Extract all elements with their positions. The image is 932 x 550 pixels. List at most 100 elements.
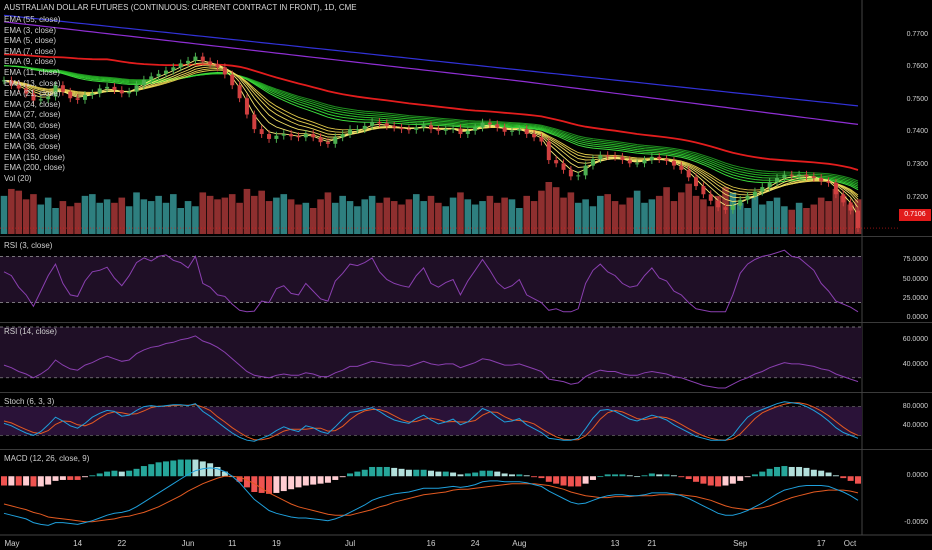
macd-histogram-bar: [678, 476, 685, 478]
volume-bar: [714, 195, 722, 234]
candle-body: [642, 160, 647, 164]
macd-histogram-bar: [508, 474, 515, 477]
volume-bar: [96, 202, 104, 234]
x-tick-label: 22: [117, 539, 127, 548]
legend-entry: Vol (20): [4, 173, 32, 183]
ema36-line: [3, 65, 859, 182]
volume-bar: [383, 197, 391, 234]
macd-histogram-bar: [670, 475, 677, 477]
macd-histogram-bar: [236, 476, 243, 482]
macd-histogram-bar: [258, 476, 265, 493]
candle-body: [222, 67, 227, 75]
stoch-tick-label: 80.0000: [902, 402, 928, 410]
x-tick-label: 13: [610, 539, 620, 548]
macd-histogram-bar: [118, 471, 125, 477]
macd-histogram-bar: [140, 466, 147, 477]
candle-body: [200, 56, 205, 62]
price-tick-label: 0.7700: [906, 30, 928, 38]
candle-body: [230, 74, 235, 86]
volume-bar: [427, 195, 435, 234]
macd-histogram-bar: [148, 464, 155, 477]
candle-body: [635, 163, 640, 165]
macd-histogram-bar: [464, 473, 471, 477]
macd-histogram-bar: [273, 476, 280, 493]
macd-histogram-bar: [45, 476, 52, 485]
candle-body: [701, 186, 706, 195]
candle-body: [112, 86, 117, 91]
macd-histogram-bar: [155, 462, 162, 477]
macd-histogram-bar: [280, 476, 287, 492]
candle-body: [583, 165, 588, 176]
volume-bar: [648, 199, 656, 234]
legend-entry: EMA (13, close): [4, 78, 61, 88]
macd-histogram-bar: [729, 476, 736, 484]
macd-histogram-bar: [545, 476, 552, 482]
volume-bar: [655, 195, 663, 234]
legend-entry: EMA (150, close): [4, 152, 65, 162]
ema7-line: [3, 64, 859, 203]
volume-bar: [832, 188, 840, 234]
volume-bar: [442, 206, 450, 234]
volume-bar: [751, 195, 759, 234]
macd-histogram-bar: [398, 468, 405, 477]
candle-body: [296, 136, 301, 138]
candle-body: [370, 122, 375, 126]
volume-bar: [405, 199, 413, 234]
rsi3-band: [0, 256, 862, 303]
candle-body: [90, 93, 95, 95]
volume-bar: [641, 202, 648, 234]
macd-histogram-bar: [177, 459, 184, 477]
legend-entry: EMA (55, close): [4, 15, 61, 24]
candle-body: [576, 175, 581, 177]
candle-body: [760, 187, 765, 192]
candle-body: [738, 199, 743, 206]
macd-histogram-bar: [52, 476, 59, 481]
macd-histogram-bar: [597, 476, 604, 478]
candle-body: [134, 85, 139, 92]
rsi3-line: [3, 249, 859, 313]
candle-body: [406, 129, 411, 131]
volume-bar: [339, 195, 346, 234]
price-tick-label: 0.7500: [906, 95, 928, 103]
volume-bar: [0, 195, 8, 234]
macd-histogram-bar: [221, 471, 228, 477]
x-tick-label: 17: [816, 539, 826, 548]
volume-bar: [530, 201, 538, 234]
macd-histogram-bar: [523, 475, 530, 477]
volume-bar: [486, 195, 494, 234]
volume-bar: [103, 199, 111, 234]
candle-body: [9, 80, 14, 86]
rsi3-tick-label: 75.0000: [902, 256, 928, 264]
macd-histogram-bar: [30, 476, 37, 487]
volume-bar: [228, 194, 236, 234]
macd-tick-label: 0.0000: [906, 472, 928, 480]
volume-bar: [707, 206, 715, 234]
volume-bar: [773, 197, 781, 234]
macd-histogram-bar: [192, 459, 199, 477]
candle-body: [186, 60, 191, 64]
x-tick-label: 11: [228, 539, 237, 548]
candle-body: [244, 98, 249, 115]
volume-bar: [74, 202, 81, 234]
macd-histogram-bar: [96, 473, 103, 477]
candle-body: [318, 137, 323, 143]
macd-histogram-bar: [604, 474, 611, 477]
candle-body: [149, 76, 154, 80]
candle-body: [105, 86, 110, 89]
macd-histogram-bar: [170, 460, 177, 477]
candle-body: [568, 169, 573, 177]
volume-bar: [361, 199, 369, 234]
candle-body: [421, 125, 426, 128]
macd-histogram-bar: [663, 474, 670, 477]
volume-bar: [501, 197, 508, 234]
candle-body: [826, 181, 831, 183]
macd-histogram-bar: [457, 474, 464, 477]
x-tick-label: 19: [271, 539, 281, 548]
x-tick-label: Sep: [733, 539, 748, 548]
volume-bar: [766, 201, 773, 234]
stoch-tick-label: 40.0000: [902, 421, 928, 429]
volume-bar: [817, 197, 825, 234]
legend-entry: EMA (9, close): [4, 57, 57, 67]
macd-histogram-bar: [538, 476, 545, 479]
macd-histogram-bar: [553, 476, 560, 484]
